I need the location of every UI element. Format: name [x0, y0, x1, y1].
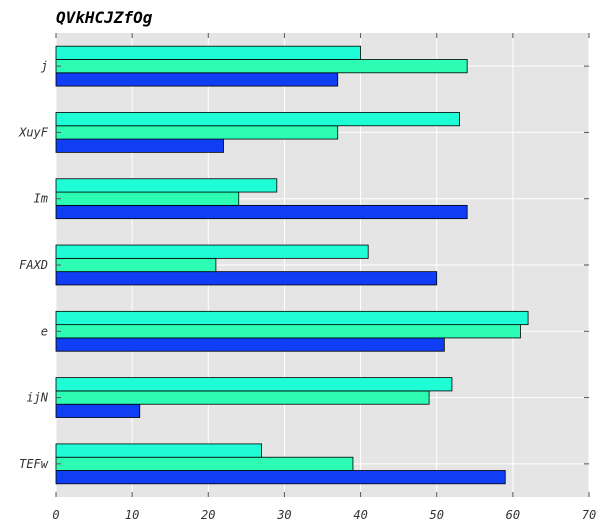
bar	[55, 45, 361, 60]
y-tick-label: FAXD	[19, 258, 48, 272]
bar	[55, 310, 529, 326]
x-tick-label: 30	[276, 508, 291, 522]
bar	[55, 191, 240, 206]
x-tick-label: 60	[506, 508, 520, 522]
bar	[55, 443, 262, 458]
y-tick-label: j	[41, 59, 48, 73]
x-tick-labels: 0 10 20 30 40 50 60 70	[52, 508, 596, 522]
y-tick-label: XuyF	[18, 125, 49, 139]
bar	[55, 204, 468, 220]
bar	[55, 178, 278, 193]
bar	[55, 125, 339, 140]
bar	[55, 390, 430, 405]
x-tick-label: 70	[582, 508, 596, 522]
x-tick-label: 0	[52, 508, 59, 522]
bar	[55, 456, 354, 471]
bar	[55, 377, 453, 392]
bar	[55, 112, 460, 127]
y-tick-label: ijN	[26, 391, 48, 405]
y-tick-label: e	[41, 324, 48, 338]
bar	[55, 72, 339, 87]
bar	[55, 257, 217, 273]
bar	[55, 324, 521, 339]
bars	[55, 45, 529, 485]
bar	[55, 403, 141, 418]
y-tick-label: TEFw	[19, 457, 49, 471]
bar	[55, 138, 224, 153]
x-tick-label: 40	[353, 508, 367, 522]
bar	[55, 244, 369, 259]
x-tick-label: 20	[201, 508, 215, 522]
bar	[55, 271, 438, 286]
x-tick-label: 50	[429, 508, 443, 522]
y-tick-labels: TEFw ijN e FAXD Im XuyF j	[18, 59, 49, 471]
chart-title: QVkHCJZfOg	[56, 8, 153, 27]
bar	[55, 59, 468, 74]
x-tick-label: 10	[125, 508, 139, 522]
bar	[55, 337, 445, 352]
axis-ticks	[55, 33, 590, 497]
y-tick-label: Im	[34, 192, 48, 206]
bar	[55, 470, 506, 485]
